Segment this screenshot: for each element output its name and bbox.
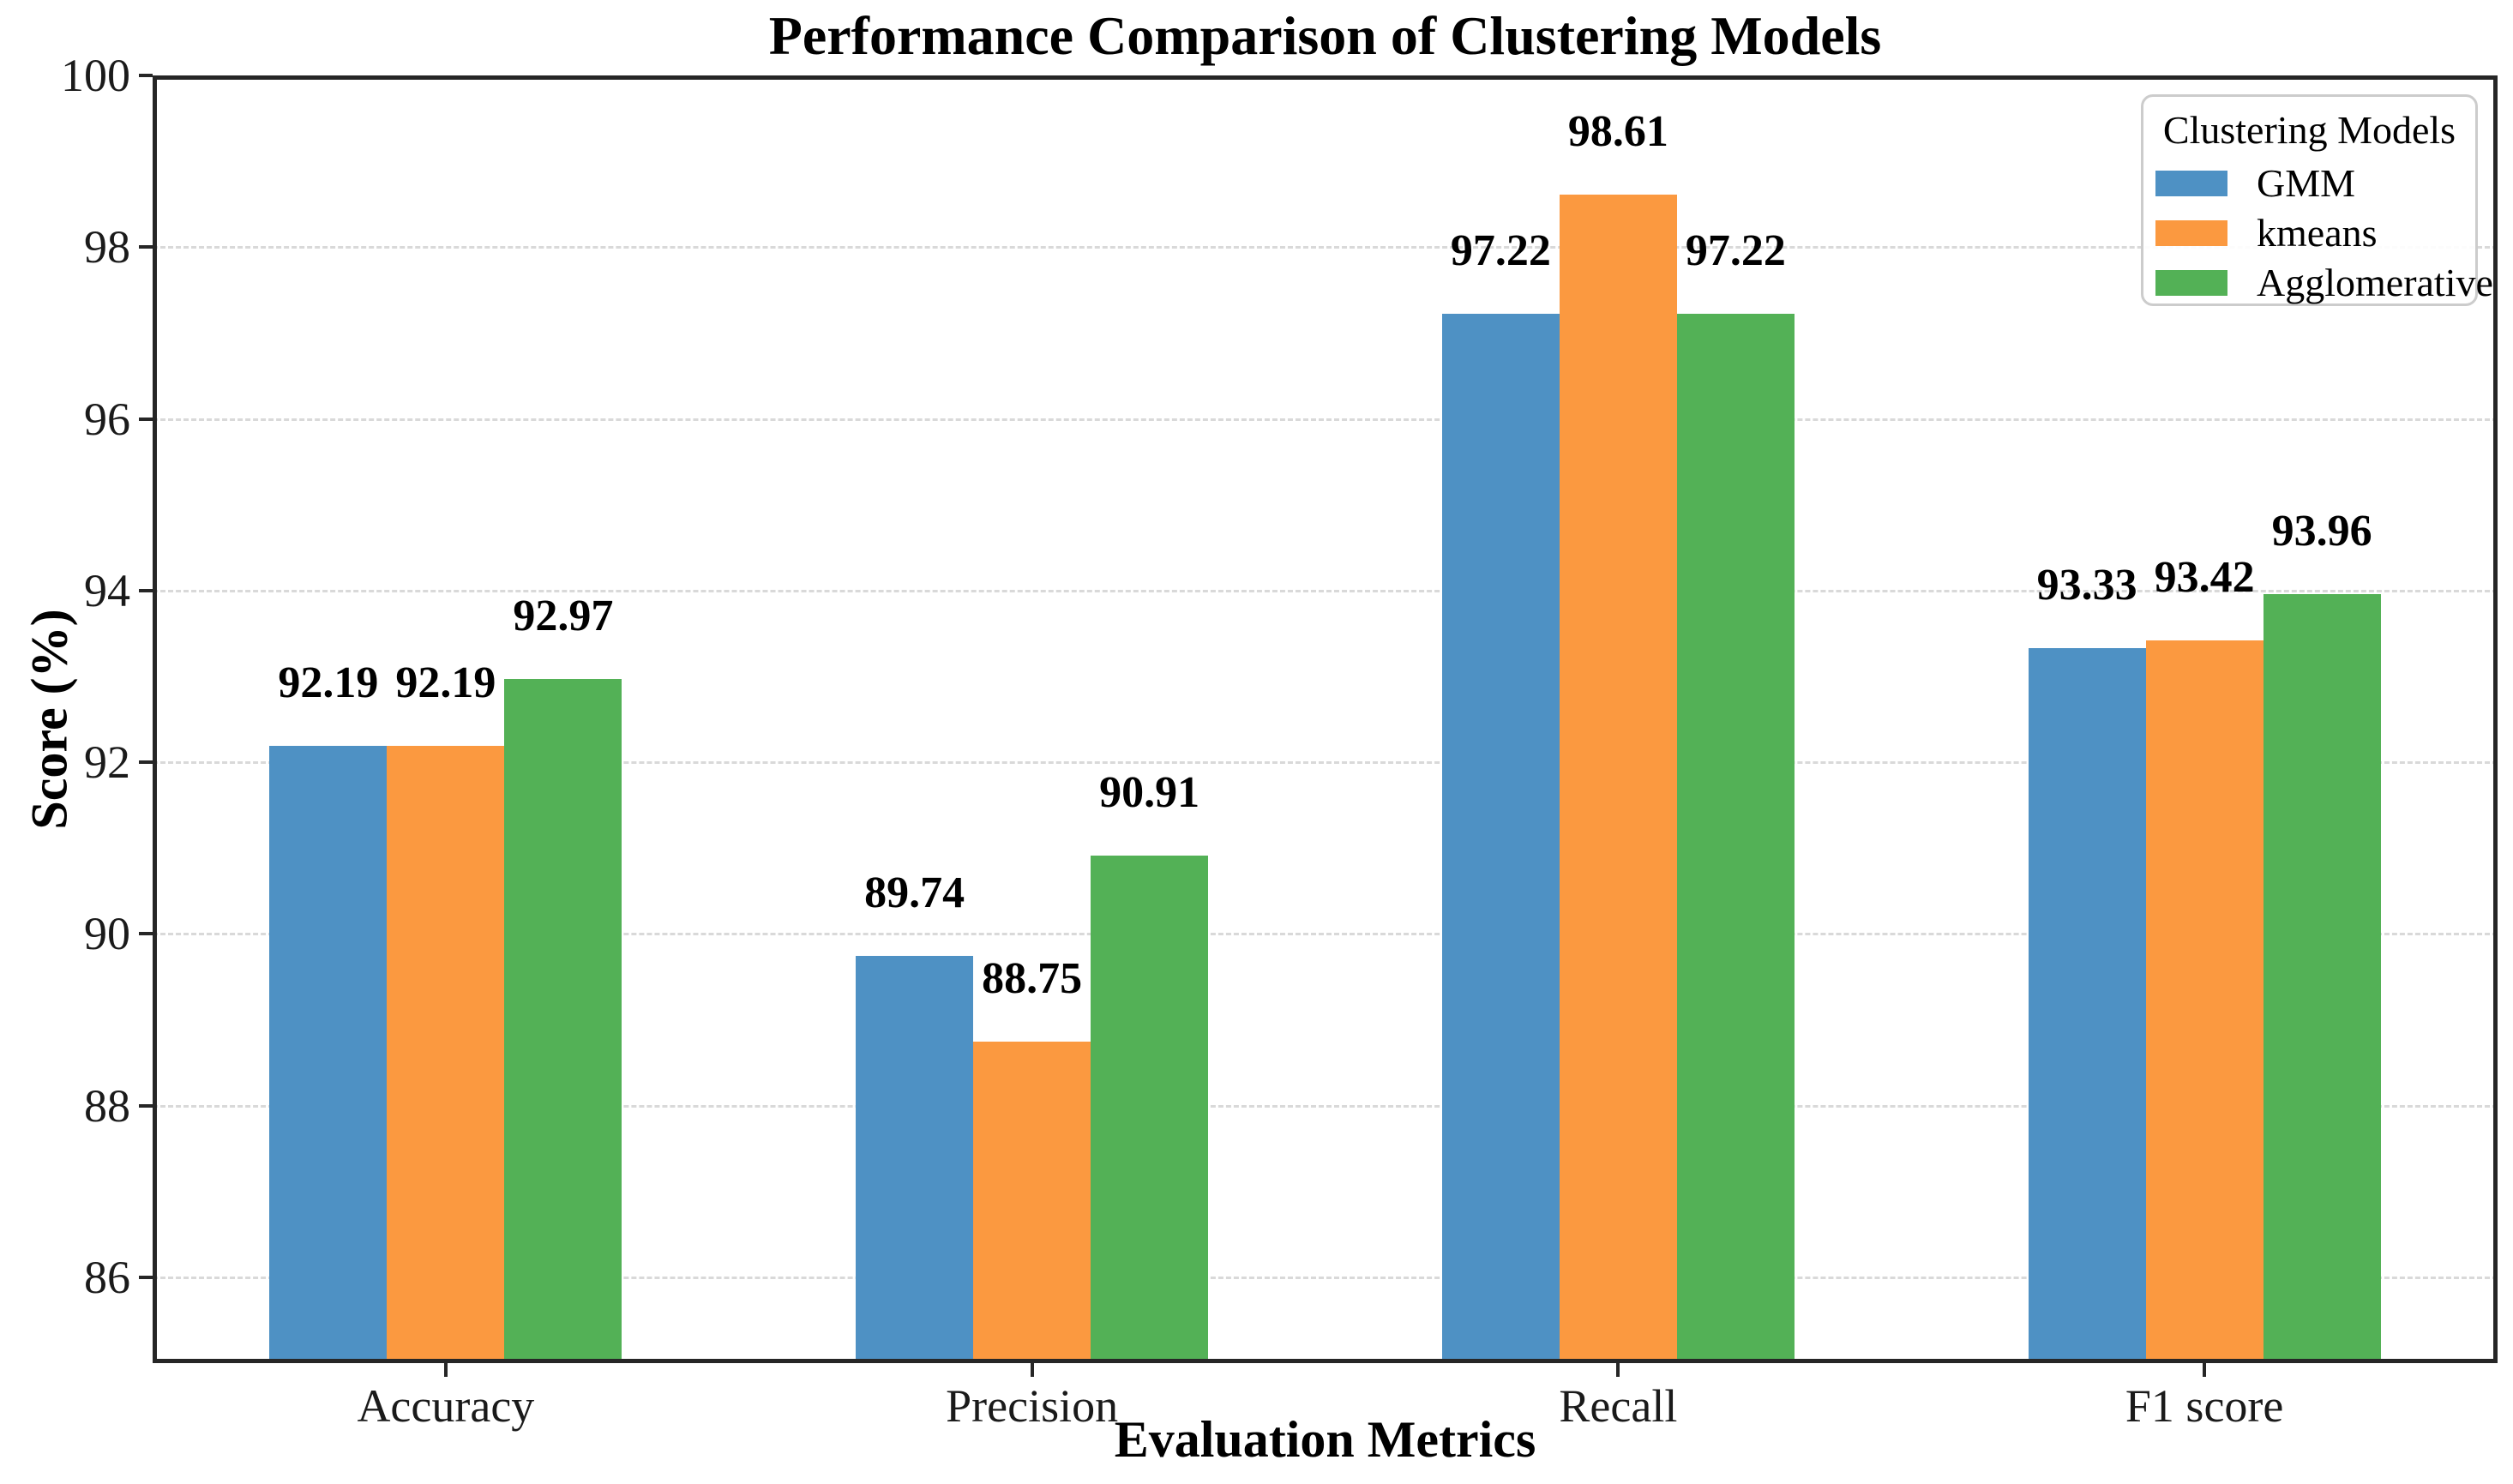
x-tick-label-1: Precision [946,1380,1119,1432]
x-tick-mark-2 [1616,1363,1620,1377]
bar-value-GMM-Accuracy: 92.19 [278,658,379,708]
y-tick-mark-92 [139,760,153,765]
legend-label-Agglomerative: Agglomerative [2257,261,2493,304]
chart-title: Performance Comparison of Clustering Mod… [768,5,1882,66]
gridline-90 [153,933,2498,936]
bar-GMM-Accuracy [269,746,388,1363]
bar-kmeans-Accuracy [387,746,505,1363]
bar-value-Agglomerative-F1 score: 93.96 [2271,506,2372,556]
bar-value-GMM-Precision: 89.74 [864,868,965,918]
y-tick-mark-94 [139,588,153,592]
legend-label-kmeans: kmeans [2257,211,2378,255]
gridline-94 [153,589,2498,592]
bar-value-Agglomerative-Precision: 90.91 [1099,768,1200,818]
bar-Agglomerative-F1 score [2263,593,2381,1363]
bar-kmeans-F1 score [2145,640,2264,1363]
y-tick-label-92: 92 [84,736,130,789]
bar-value-GMM-Recall: 97.22 [1450,226,1551,276]
x-tick-label-2: Recall [1559,1380,1678,1432]
legend-swatch-kmeans [2155,220,2227,246]
legend-item-kmeans: kmeans [2155,208,2475,258]
x-tick-mark-1 [1030,1363,1034,1377]
bar-value-kmeans-Precision: 88.75 [982,953,1083,1003]
y-tick-label-86: 86 [84,1251,130,1303]
bar-Agglomerative-Recall [1676,314,1795,1363]
bar-value-Agglomerative-Recall: 97.22 [1685,226,1786,276]
bar-value-GMM-F1 score: 93.33 [2036,560,2137,610]
bar-GMM-Precision [856,956,974,1363]
y-tick-mark-98 [139,245,153,249]
bar-value-kmeans-F1 score: 93.42 [2154,552,2255,602]
gridline-98 [153,246,2498,249]
bar-GMM-F1 score [2028,647,2146,1363]
bar-Agglomerative-Precision [1091,856,1209,1363]
legend-swatch-Agglomerative [2155,270,2227,296]
y-tick-label-88: 88 [84,1079,130,1132]
y-tick-label-94: 94 [84,564,130,616]
y-tick-mark-88 [139,1103,153,1108]
legend-swatch-GMM [2155,171,2227,196]
bar-value-kmeans-Recall: 98.61 [1567,107,1668,157]
bar-kmeans-Recall [1559,195,1677,1363]
plot-area: 92.19 89.74 97.22 93.33 92.19 88.75 98.61 93.42… [153,75,2498,1363]
y-tick-label-90: 90 [84,908,130,960]
bar-Agglomerative-Accuracy [504,678,622,1363]
bar-kmeans-Precision [973,1041,1091,1363]
legend-label-GMM: GMM [2257,161,2356,205]
y-tick-mark-96 [139,417,153,421]
gridline-88 [153,1104,2498,1108]
legend-items: GMM kmeans Agglomerative [2143,159,2493,308]
y-tick-label-96: 96 [84,393,130,445]
legend: Clustering Models GMM kmeans Agglomerative [2141,94,2493,308]
legend-title: Clustering Models [2162,108,2456,152]
y-tick-mark-86 [139,1275,153,1279]
y-tick-mark-100 [139,74,153,77]
x-tick-mark-0 [443,1363,448,1377]
legend-item-GMM: GMM [2155,159,2475,208]
gridline-96 [153,418,2498,421]
gridline-86 [153,1276,2498,1279]
bar-value-Agglomerative-Accuracy: 92.97 [513,591,614,640]
y-tick-label-98: 98 [84,221,130,273]
x-tick-label-3: F1 score [2125,1380,2284,1432]
x-tick-label-0: Accuracy [357,1380,535,1432]
x-axis-label: Evaluation Metrics [1114,1411,1536,1468]
bar-value-kmeans-Accuracy: 92.19 [395,658,496,708]
y-axis-label: Score (%) [21,609,78,830]
bar-GMM-Recall [1441,314,1560,1363]
y-tick-mark-90 [139,932,153,936]
y-tick-label-100: 100 [61,50,130,101]
legend-item-Agglomerative: Agglomerative [2155,258,2493,308]
gridline-92 [153,761,2498,765]
x-tick-mark-3 [2203,1363,2207,1377]
